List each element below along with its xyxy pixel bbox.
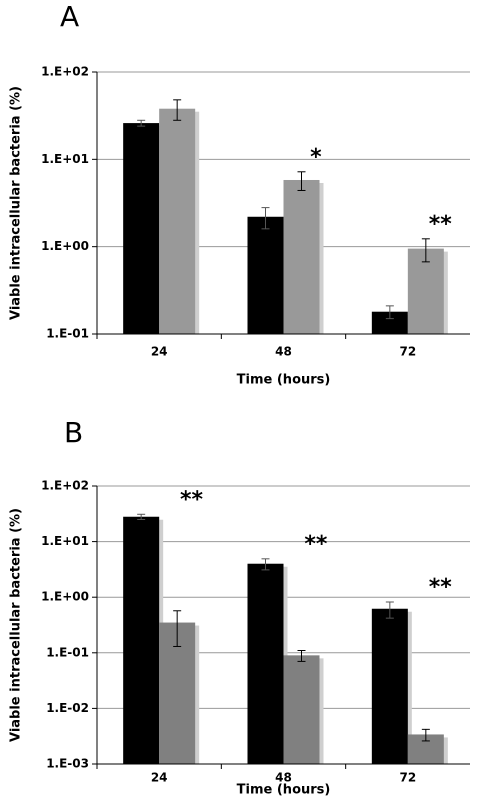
x-tick-label: 24 <box>151 345 168 359</box>
bar <box>247 216 284 334</box>
significance-mark: ** <box>429 575 453 600</box>
bar <box>371 608 408 764</box>
bar <box>123 123 160 334</box>
x-tick-label: 48 <box>275 771 292 785</box>
y-tick-label: 1.E+00 <box>41 590 89 604</box>
bar <box>123 516 160 764</box>
bar <box>247 563 284 764</box>
y-tick-label: 1.E+00 <box>41 239 89 253</box>
bar <box>159 108 196 334</box>
y-tick-label: 1.E+01 <box>41 152 89 166</box>
y-tick-label: 1.E-01 <box>46 327 89 341</box>
bar <box>283 179 320 334</box>
significance-mark: * <box>310 145 322 170</box>
y-axis-title: Viable intracellular bacteria (%) <box>9 508 24 742</box>
y-tick-label: 1.E+02 <box>41 65 89 79</box>
x-tick-label: 24 <box>151 771 168 785</box>
x-tick-label: 48 <box>275 345 292 359</box>
x-tick-label: 72 <box>399 771 416 785</box>
y-tick-label: 1.E+02 <box>41 479 89 493</box>
x-axis-title: Time (hours) <box>237 373 331 388</box>
y-tick-label: 1.E-02 <box>46 701 89 715</box>
panel-label: A <box>60 0 79 33</box>
bar <box>283 655 320 764</box>
significance-mark: ** <box>180 487 204 512</box>
bar <box>407 248 444 334</box>
significance-mark: ** <box>429 212 453 237</box>
x-axis-title: Time (hours) <box>237 783 331 798</box>
panel-label: B <box>64 416 83 449</box>
y-axis-title: Viable intracellular bacteria (%) <box>9 86 24 320</box>
bar <box>371 311 408 334</box>
y-tick-label: 1.E-01 <box>46 645 89 659</box>
x-tick-label: 72 <box>399 345 416 359</box>
y-tick-label: 1.E-03 <box>46 757 89 771</box>
significance-mark: ** <box>304 532 328 557</box>
y-tick-label: 1.E+01 <box>41 534 89 548</box>
